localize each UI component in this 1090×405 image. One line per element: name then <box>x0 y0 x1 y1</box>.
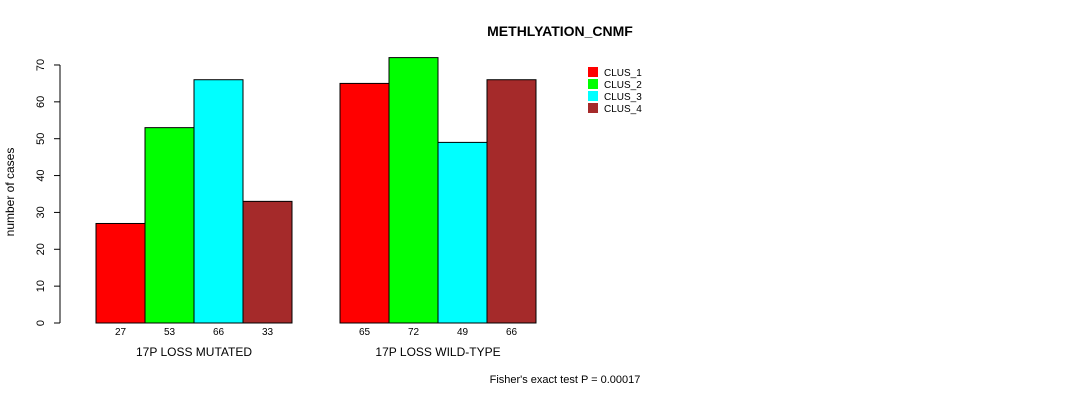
y-tick-label: 40 <box>35 169 47 181</box>
legend-swatch <box>588 91 598 101</box>
bar-count-label: 49 <box>457 327 469 338</box>
bar-count-label: 65 <box>359 327 371 338</box>
legend-label: CLUS_1 <box>604 68 642 79</box>
chart-title: METHLYATION_CNMF <box>487 23 633 39</box>
y-tick-label: 0 <box>35 320 47 326</box>
y-tick-label: 20 <box>35 243 47 255</box>
y-axis-title: number of cases <box>3 148 17 237</box>
bar-count-label: 66 <box>506 327 518 338</box>
bar-count-label: 72 <box>408 327 420 338</box>
group-labels: 17P LOSS MUTATED 17P LOSS WILD-TYPE <box>136 345 501 359</box>
bar-clus-1-group-2 <box>339 82 390 324</box>
legend-swatch <box>588 67 598 77</box>
group-label: 17P LOSS MUTATED <box>136 345 252 359</box>
legend-swatch <box>588 79 598 89</box>
group-label: 17P LOSS WILD-TYPE <box>375 345 500 359</box>
legend-label: CLUS_4 <box>604 104 642 115</box>
bar-clus-2-group-2 <box>388 57 439 324</box>
count-labels: 27 53 66 33 65 72 49 66 <box>115 327 518 338</box>
legend-swatch <box>588 103 598 113</box>
y-tick-label: 50 <box>35 133 47 145</box>
bar-clus-3-group-1 <box>193 79 244 324</box>
y-axis: 0 10 20 30 40 50 60 70 <box>35 59 61 326</box>
bar-clus-2-group-1 <box>144 127 195 324</box>
bar-count-label: 27 <box>115 327 127 338</box>
y-tick-label: 70 <box>35 59 47 71</box>
bar-clus-3-group-2 <box>437 141 488 324</box>
bars <box>95 57 537 324</box>
legend-label: CLUS_3 <box>604 92 642 103</box>
bar-count-label: 33 <box>262 327 274 338</box>
y-tick-label: 10 <box>35 280 47 292</box>
bar-clus-1-group-1 <box>95 222 146 324</box>
bar-clus-4-group-2 <box>486 79 537 324</box>
y-tick-label: 60 <box>35 96 47 108</box>
y-tick-label: 30 <box>35 206 47 218</box>
bar-count-label: 53 <box>164 327 176 338</box>
legend-label: CLUS_2 <box>604 80 642 91</box>
bar-clus-4-group-1 <box>242 200 293 324</box>
fisher-test-footnote: Fisher's exact test P = 0.00017 <box>490 374 641 386</box>
bar-count-label: 66 <box>213 327 225 338</box>
